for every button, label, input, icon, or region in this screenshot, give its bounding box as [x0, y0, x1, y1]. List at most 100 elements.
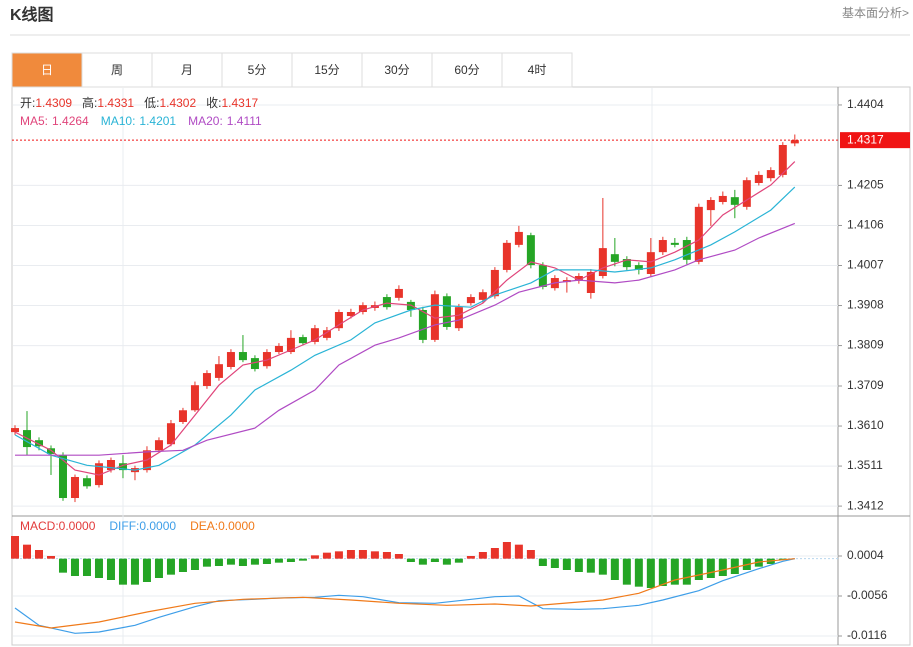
candle-body	[766, 170, 775, 179]
candle-body	[478, 292, 487, 300]
macd-bar	[382, 552, 391, 559]
legend-value: 0.0000	[218, 519, 255, 533]
macd-bar	[502, 542, 511, 559]
tab[interactable]	[361, 52, 433, 88]
macd-bar	[178, 558, 187, 572]
y-tick-label: 1.4007	[847, 258, 884, 272]
y-tick-label: 1.3412	[847, 498, 884, 512]
candle-body	[754, 174, 763, 184]
tab-label[interactable]: 月	[181, 63, 193, 77]
candle-body	[586, 271, 595, 293]
candle-body	[106, 460, 115, 471]
candle-body	[82, 478, 91, 487]
tab[interactable]	[431, 52, 503, 88]
candle-body	[658, 240, 667, 253]
y-tick-label: 1.3709	[847, 378, 884, 392]
macd-bar	[46, 556, 55, 559]
legend-value: 0.0000	[59, 519, 96, 533]
candle-body	[358, 305, 367, 313]
macd-bar	[718, 558, 727, 576]
y-tick-label: 0.0004	[847, 548, 884, 562]
tab[interactable]	[151, 52, 223, 88]
tab-label[interactable]: 5分	[248, 63, 267, 77]
candle-body	[670, 242, 679, 245]
macd-bar	[118, 558, 127, 585]
macd-bar	[10, 536, 19, 559]
macd-bar	[250, 558, 259, 565]
fundamental-link[interactable]: 基本面分析>	[842, 6, 909, 20]
macd-bar	[442, 558, 451, 565]
candle-body	[466, 297, 475, 304]
legend-value: 0.0000	[139, 519, 176, 533]
macd-bar	[154, 558, 163, 578]
candle-body	[214, 364, 223, 378]
legend-value: 1.4111	[227, 114, 262, 128]
candle-body	[742, 180, 751, 207]
macd-bar	[190, 558, 199, 570]
tab[interactable]	[11, 52, 83, 88]
macd-bar	[646, 558, 655, 588]
macd-bar	[490, 548, 499, 559]
macd-bar	[22, 544, 31, 559]
line-series	[14, 161, 796, 476]
macd-bar	[238, 558, 247, 566]
tab-label[interactable]: 日	[41, 63, 53, 77]
candle-body	[286, 337, 295, 353]
macd-bar	[106, 558, 115, 580]
candle-body	[418, 309, 427, 340]
macd-bar	[166, 558, 175, 575]
line-series	[14, 558, 795, 629]
legend-key: MACD:	[20, 519, 59, 533]
macd-bar	[694, 558, 703, 580]
current-price-box	[840, 132, 910, 149]
candle-body	[682, 240, 691, 260]
candle-body	[262, 352, 271, 367]
macd-bar	[610, 558, 619, 580]
candle-body	[334, 312, 343, 329]
macd-bar	[670, 558, 679, 585]
candle-body	[406, 301, 415, 310]
tab-label[interactable]: 周	[111, 63, 123, 77]
macd-bar	[262, 558, 271, 564]
tab[interactable]	[291, 52, 363, 88]
macd-bar	[58, 558, 67, 573]
ohlc-value: 1.4302	[159, 96, 196, 110]
candle-body	[274, 345, 283, 353]
macd-bar	[34, 550, 43, 559]
macd-bar	[730, 558, 739, 574]
legend-key: MA20:	[188, 114, 223, 128]
tab[interactable]	[81, 52, 153, 88]
macd-bar	[358, 550, 367, 559]
ohlc-value: 1.4317	[221, 96, 258, 110]
candle-body	[34, 440, 43, 447]
candle-body	[10, 428, 19, 433]
candle-body	[502, 242, 511, 270]
candle-body	[574, 276, 583, 281]
tab-label[interactable]: 30分	[384, 63, 409, 77]
macd-bar	[334, 551, 343, 559]
line-series	[14, 186, 796, 471]
candle-body	[646, 252, 655, 274]
line-series	[14, 558, 795, 634]
macd-bar	[682, 558, 691, 585]
candle-body	[46, 448, 55, 454]
ohlc-value: 1.4331	[97, 96, 134, 110]
tab-label[interactable]: 4时	[528, 63, 547, 77]
macd-bar	[322, 552, 331, 559]
y-tick-label: -0.0116	[847, 628, 887, 642]
tab[interactable]	[501, 52, 573, 88]
y-tick-label: 1.4106	[847, 218, 884, 232]
candle-body	[790, 140, 799, 144]
macd-bar	[286, 558, 295, 562]
tab-label[interactable]: 60分	[454, 63, 479, 77]
candle-body	[94, 463, 103, 486]
macd-bar	[70, 558, 79, 576]
candle-body	[202, 373, 211, 387]
ohlc-key: 收:	[206, 96, 221, 110]
tab-label[interactable]: 15分	[314, 63, 339, 77]
legend-key: DIFF:	[109, 519, 139, 533]
macd-bar	[130, 558, 139, 585]
legend-key: MA5:	[20, 114, 48, 128]
macd-bar	[226, 558, 235, 565]
macd-bar	[142, 558, 151, 582]
